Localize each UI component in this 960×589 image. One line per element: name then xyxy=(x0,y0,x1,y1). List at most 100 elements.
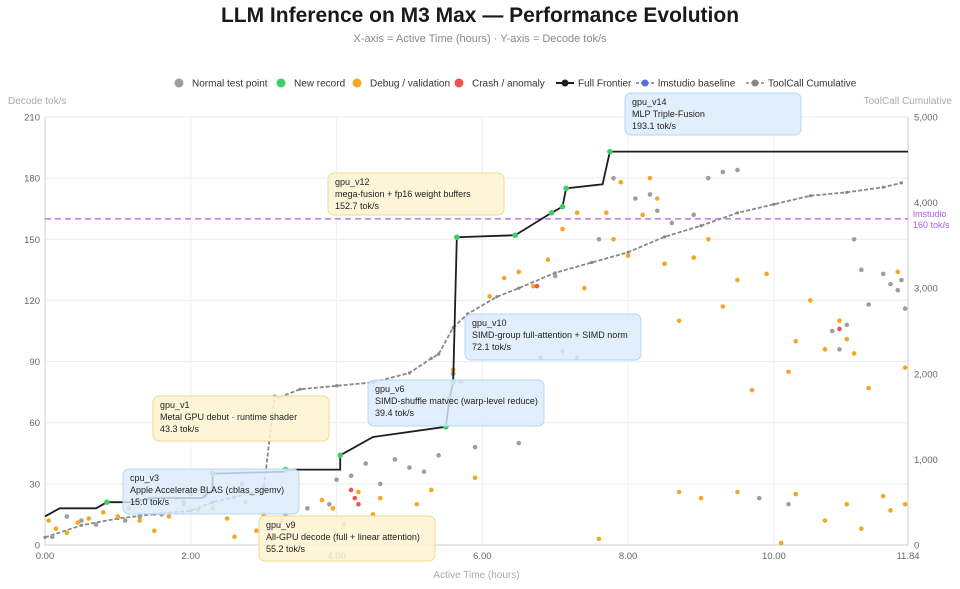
scatter-point xyxy=(822,518,828,523)
scatter-point xyxy=(305,506,310,511)
annotation-box xyxy=(122,468,300,515)
scatter-point xyxy=(618,179,624,185)
y2-tick-label: 2,000 xyxy=(914,369,938,380)
chart-subtitle: X-axis = Active Time (hours) · Y-axis = … xyxy=(353,33,607,45)
scatter-point xyxy=(436,453,441,458)
annotation-name: gpu_v9 xyxy=(266,520,296,530)
annotation-gpu_v10: gpu_v10 SIMD-group full-attention + SIMD … xyxy=(464,313,642,361)
scatter-point xyxy=(330,506,336,511)
x-tick-label: 8.00 xyxy=(619,551,638,562)
annotation-name: gpu_v10 xyxy=(472,318,507,328)
legend-label: Debug / validation xyxy=(370,79,450,90)
baseline-label: lmstudio xyxy=(913,209,947,219)
scatter-point xyxy=(633,196,638,201)
scatter-point xyxy=(352,495,358,501)
toolcall-point xyxy=(298,387,302,391)
scatter-point xyxy=(603,210,609,216)
y-tick-label: 120 xyxy=(24,296,40,307)
scatter-point xyxy=(596,236,602,242)
scatter-point xyxy=(611,175,616,181)
scatter-point xyxy=(501,275,507,281)
scatter-point xyxy=(356,489,361,495)
scatter-point xyxy=(49,534,55,540)
y2-tick-label: 0 xyxy=(914,541,919,552)
scatter-point xyxy=(837,347,842,352)
legend-item: New record xyxy=(276,78,345,90)
scatter-point xyxy=(844,501,850,507)
scatter-point xyxy=(356,501,361,507)
scatter-point xyxy=(902,365,908,370)
scatter-point xyxy=(534,283,540,289)
scatter-point xyxy=(560,226,565,232)
scatter-point xyxy=(152,528,157,534)
annotation-box xyxy=(624,92,802,136)
annotation-value: 55.2 tok/s xyxy=(266,544,306,554)
x-tick-label: 0.00 xyxy=(36,551,55,562)
legend-item: lmstudio baseline xyxy=(636,79,736,90)
annotation-name: gpu_v12 xyxy=(335,177,370,187)
scatter-point xyxy=(895,269,901,275)
annotation-desc: SIMD-shuffle matvec (warp-level reduce) xyxy=(375,396,538,406)
annotation-gpu_v6: gpu_v6 SIMD-shuffle matvec (warp-level re… xyxy=(367,379,545,427)
scatter-point xyxy=(625,253,631,258)
scatter-point xyxy=(837,326,842,332)
scatter-point xyxy=(859,526,864,531)
scatter-point xyxy=(851,236,857,242)
scatter-point xyxy=(472,475,478,481)
annotation-box xyxy=(152,395,330,442)
scatter-point xyxy=(895,287,901,293)
scatter-point xyxy=(662,261,667,267)
annotation-value: 39.4 tok/s xyxy=(375,408,415,418)
scatter-point xyxy=(79,518,84,523)
legend-label: Normal test point xyxy=(192,79,268,90)
scatter-point xyxy=(377,481,383,487)
annotation-gpu_v1: gpu_v1 Metal GPU debut · runtime shader 43… xyxy=(152,395,330,442)
scatter-point xyxy=(844,322,850,328)
scatter-point xyxy=(880,493,886,499)
toolcall-point xyxy=(808,194,812,198)
legend-marker xyxy=(276,78,286,88)
annotation-box xyxy=(327,172,505,216)
legend-item: Normal test point xyxy=(174,78,268,90)
annotation-desc: MLP Triple-Fusion xyxy=(632,109,705,119)
x-tick-label: 10.00 xyxy=(762,551,786,562)
scatter-point xyxy=(654,208,660,214)
scatter-point xyxy=(757,495,762,501)
annotation-name: gpu_v1 xyxy=(160,400,190,410)
record-point xyxy=(512,232,518,239)
scatter-point xyxy=(902,306,908,311)
scatter-point xyxy=(582,285,587,291)
scatter-point xyxy=(552,273,558,279)
y-tick-label: 30 xyxy=(29,479,40,490)
legend-marker xyxy=(352,78,362,88)
toolcall-point xyxy=(553,271,557,275)
legend-label: lmstudio baseline xyxy=(658,79,736,90)
scatter-point xyxy=(647,192,653,197)
scatter-point xyxy=(122,518,128,523)
y-tick-label: 210 xyxy=(24,113,40,124)
chart-title: LLM Inference on M3 Max — Performance Ev… xyxy=(220,4,740,27)
record-point xyxy=(454,234,460,241)
scatter-point xyxy=(888,281,893,287)
record-point xyxy=(559,203,566,210)
y-tick-label: 90 xyxy=(29,357,40,368)
y2-tick-label: 4,000 xyxy=(914,198,938,209)
y2-axis-title: ToolCall Cumulative xyxy=(864,96,953,107)
scatter-point xyxy=(93,522,99,527)
annotation-name: gpu_v14 xyxy=(632,97,667,107)
scatter-point xyxy=(720,304,726,309)
annotation-box xyxy=(367,379,545,427)
scatter-point xyxy=(793,491,799,497)
record-point xyxy=(548,209,555,216)
y-tick-label: 150 xyxy=(24,235,40,246)
annotation-value: 15.0 tok/s xyxy=(130,497,170,507)
scatter-point xyxy=(407,465,412,470)
toolcall-point xyxy=(334,384,339,388)
legend-item: Debug / validation xyxy=(352,78,450,90)
scatter-point xyxy=(888,508,893,513)
toolcall-point xyxy=(699,224,703,228)
scatter-point xyxy=(75,520,81,525)
scatter-point xyxy=(166,514,172,519)
scatter-point xyxy=(574,210,580,216)
scatter-point xyxy=(53,526,59,531)
